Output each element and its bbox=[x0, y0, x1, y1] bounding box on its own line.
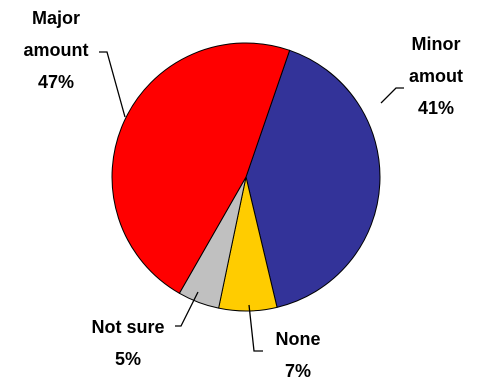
pie-slices bbox=[111, 42, 381, 312]
pie-slice-major-amount bbox=[111, 42, 291, 294]
slice-name-minor-amount: amout bbox=[409, 66, 463, 86]
slice-label-major-amount: Major amount 47% bbox=[24, 8, 89, 92]
slice-name-none: None bbox=[276, 329, 321, 349]
slice-label-none: None 7% bbox=[276, 329, 321, 381]
leader-line-not-sure bbox=[175, 291, 199, 327]
slice-value-major-amount: 47% bbox=[38, 72, 74, 92]
slice-name-not-sure: Not sure bbox=[91, 317, 164, 337]
slice-name-major-amount: amount bbox=[24, 40, 89, 60]
slice-value-none: 7% bbox=[285, 361, 311, 381]
slice-labels: Minor amout 41% None 7% Not sure 5% Major amount… bbox=[24, 8, 464, 381]
slice-value-not-sure: 5% bbox=[115, 349, 141, 369]
leader-lines bbox=[99, 51, 404, 352]
pie-slice-minor-amount bbox=[245, 49, 381, 308]
slice-name-major-amount: Major bbox=[32, 8, 80, 28]
leader-line-major-amount bbox=[99, 51, 126, 118]
slice-value-minor-amount: 41% bbox=[418, 98, 454, 118]
leader-line-minor-amount bbox=[380, 87, 404, 104]
leader-line-none bbox=[248, 304, 263, 352]
slice-label-not-sure: Not sure 5% bbox=[91, 317, 164, 369]
slice-label-minor-amount: Minor amout 41% bbox=[409, 34, 463, 118]
slice-name-minor-amount: Minor bbox=[412, 34, 461, 54]
